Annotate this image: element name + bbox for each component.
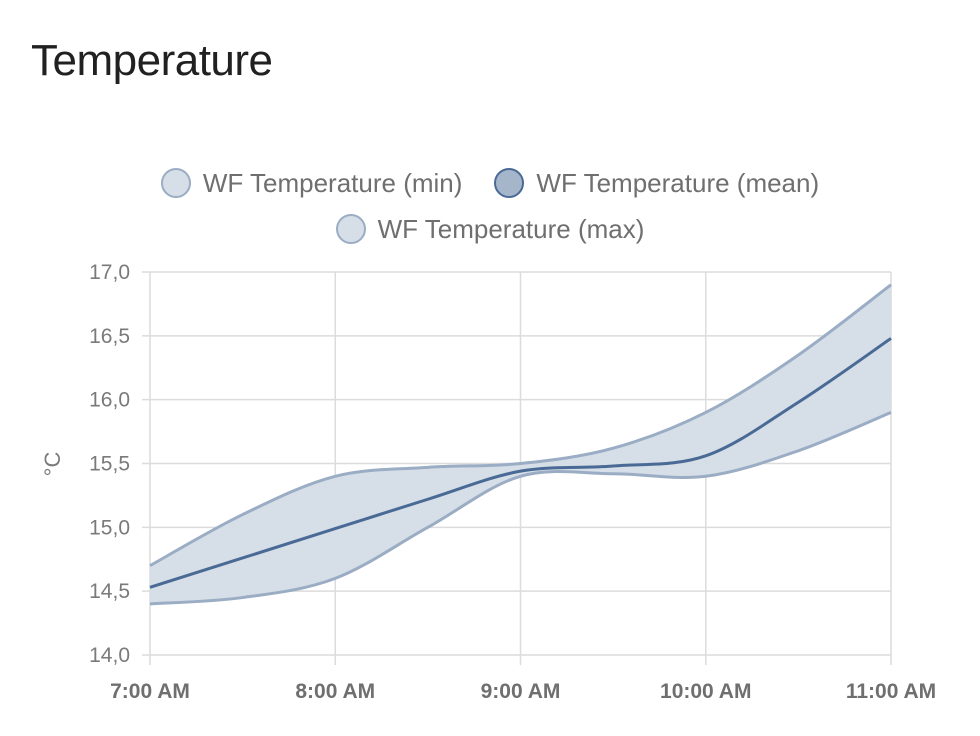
axes: 14,0 14,5 15,0 15,5 16,0 16,5 17,0 7:00 AM 8:00 … [89,261,936,703]
legend-swatch-mean [494,168,525,198]
y-tick-label: 16,5 [89,325,130,348]
legend-item-mean[interactable]: WF Temperature (mean) [494,168,819,199]
chart-legend: WF Temperature (min) WF Temperature (mea… [0,160,980,252]
legend-swatch-max [335,214,366,244]
y-axis-label: °C [40,452,65,477]
series-lines [149,283,892,606]
band-fill [150,284,891,604]
card-title: Temperature [31,36,273,85]
min-max-band [150,284,891,604]
legend-swatch-min [160,168,191,198]
series-line-mean [149,337,892,589]
y-tick-label: 14,5 [89,580,130,603]
legend-label-mean: WF Temperature (mean) [536,167,820,198]
legend-label-max: WF Temperature (max) [377,213,645,244]
legend-item-min[interactable]: WF Temperature (min) [160,167,463,199]
y-tick-label: 16,0 [89,389,130,412]
x-tick-label: 9:00 AM [481,680,561,703]
legend-label-min: WF Temperature (min) [202,167,463,198]
x-tick-label: 10:00 AM [660,680,751,703]
y-tick-label: 14,0 [89,644,130,667]
legend-item-max[interactable]: WF Temperature (max) [335,213,645,245]
legend-row-1: WF Temperature (min) WF Temperature (mea… [0,160,980,206]
x-tick-label: 7:00 AM [110,680,190,703]
x-tick-label: 8:00 AM [295,680,375,703]
series-line-min [149,411,892,606]
y-tick-label: 15,0 [89,516,130,539]
y-tick-label: 17,0 [89,261,130,284]
y-tick-label: 15,5 [89,453,130,476]
series-line-max [149,283,892,567]
x-tick-label: 11:00 AM [846,680,936,703]
legend-row-2: WF Temperature (max) [0,206,980,252]
